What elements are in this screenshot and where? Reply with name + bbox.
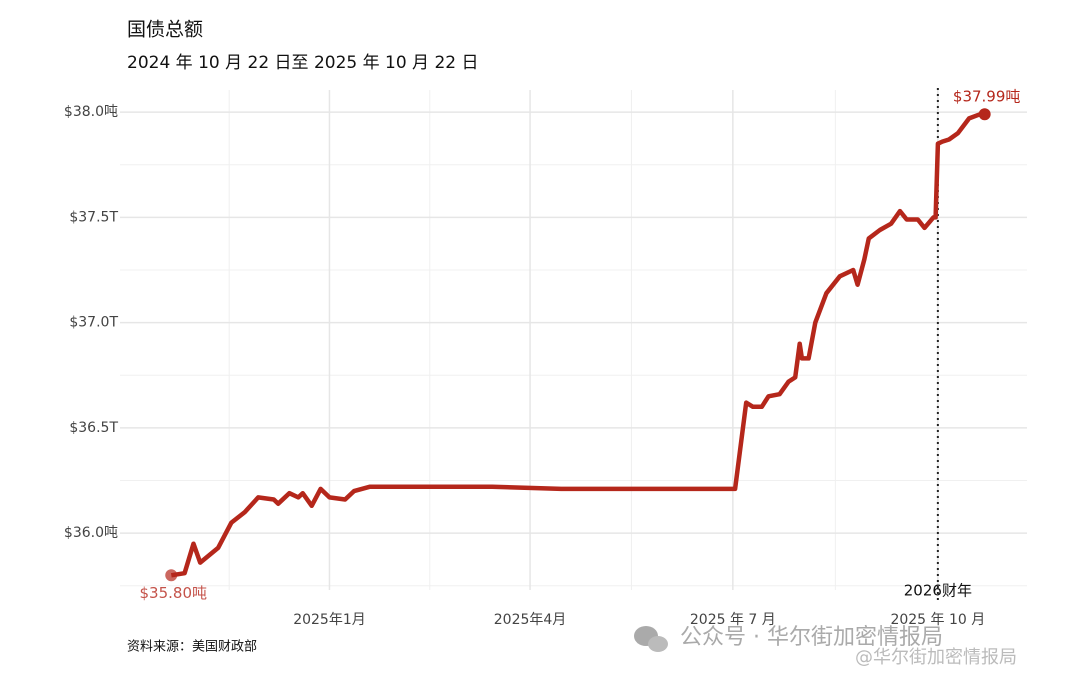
y-tick-label: $37.0T (69, 315, 118, 331)
data-line (170, 111, 985, 578)
x-tick-label: 2025年4月 (494, 612, 567, 628)
watermark-icon (634, 626, 668, 652)
chart-title: 国债总额 (127, 19, 203, 41)
x-tick-label: 2025年1月 (293, 612, 366, 628)
data-label: $37.99吨 (953, 88, 1021, 106)
annotation-label: 2026财年 (904, 582, 972, 600)
end-point (978, 108, 991, 121)
chart-subtitle: 2024 年 10 月 22 日至 2025 年 10 月 22 日 (127, 53, 479, 73)
source-note: 资料来源：美国财政部 (127, 640, 257, 655)
y-tick-label: $38.0吨 (64, 104, 118, 120)
data-label: $35.80吨 (140, 584, 208, 602)
y-tick-label: $36.0吨 (64, 525, 118, 541)
watermark: 公众号 · 华尔街加密情报局 (680, 625, 943, 650)
x-tick-label: 2025 年 7 月 (690, 612, 776, 628)
y-tick-label: $37.5T (69, 209, 118, 225)
watermark: @华尔街加密情报局 (855, 647, 1017, 668)
end-point (165, 569, 178, 582)
x-tick-label: 2025 年 10 月 (890, 612, 985, 628)
y-tick-label: $36.5T (69, 420, 118, 436)
